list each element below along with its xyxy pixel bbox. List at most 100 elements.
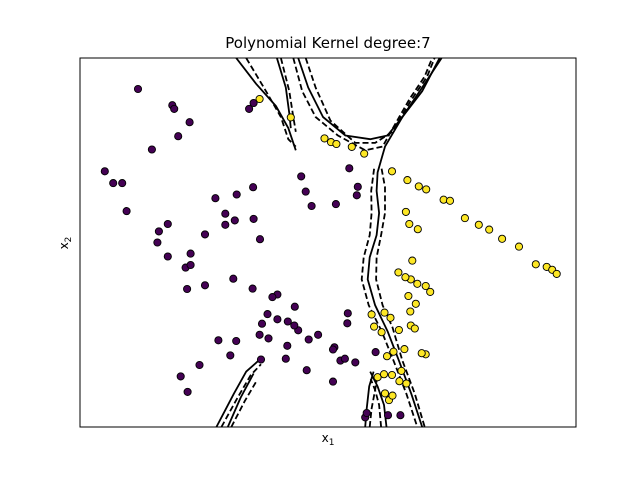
class-0-point xyxy=(255,330,264,339)
class-0-point xyxy=(343,319,352,328)
class-1-point xyxy=(426,287,435,296)
class-0-point xyxy=(170,104,179,113)
margin-line xyxy=(230,380,258,427)
class-0-point xyxy=(186,249,195,258)
class-0-point xyxy=(221,209,230,218)
class-0-point xyxy=(352,191,361,200)
class-1-point xyxy=(389,347,398,356)
class-0-point xyxy=(229,274,238,283)
margin-line xyxy=(292,58,434,152)
class-1-point xyxy=(377,328,386,337)
class-0-point xyxy=(297,172,306,181)
class-1-point xyxy=(373,373,382,382)
class-1-point xyxy=(404,291,413,301)
class-0-point xyxy=(200,230,210,239)
class-0-point xyxy=(283,341,292,350)
class-0-point xyxy=(307,201,316,211)
class-0-point xyxy=(163,252,172,261)
decision-boundary-line xyxy=(235,58,297,151)
chart-title: Polynomial Kernel degree:7 xyxy=(225,34,430,52)
class-0-point xyxy=(200,281,210,290)
class-0-point xyxy=(249,214,258,223)
class-1-point xyxy=(403,176,412,185)
margin-line xyxy=(304,58,436,144)
class-1-point xyxy=(460,214,469,223)
class-0-point xyxy=(268,293,277,302)
class-0-point xyxy=(273,315,282,324)
class-0-point xyxy=(283,317,292,326)
x-axis-label-main: x xyxy=(322,431,329,445)
class-0-point xyxy=(195,360,204,370)
class-1-point xyxy=(370,322,379,331)
class-1-point xyxy=(379,370,389,379)
x-axis-label: x1 xyxy=(322,431,335,448)
class-1-point xyxy=(380,389,390,398)
class-1-point xyxy=(498,234,507,243)
class-1-point xyxy=(401,273,410,282)
class-0-point xyxy=(340,354,349,363)
class-1-point xyxy=(485,225,494,234)
class-1-point xyxy=(380,308,389,317)
class-1-point xyxy=(394,268,403,277)
class-0-point xyxy=(290,321,299,330)
class-1-point xyxy=(400,345,409,354)
class-1-point xyxy=(347,142,356,151)
class-0-point xyxy=(396,411,405,420)
class-1-point xyxy=(422,185,431,194)
class-0-point xyxy=(351,358,360,367)
margin-line xyxy=(220,363,262,427)
class-1-point xyxy=(286,113,295,122)
class-0-point xyxy=(328,345,338,354)
class-0-point xyxy=(100,167,109,176)
class-0-point xyxy=(185,118,194,127)
class-0-point xyxy=(302,366,311,375)
class-1-point xyxy=(413,225,422,234)
class-0-point xyxy=(304,335,313,344)
class-0-point xyxy=(221,220,230,229)
y-axis-label-main: x xyxy=(57,242,71,249)
class-1-point xyxy=(386,313,395,322)
class-1-point xyxy=(408,256,417,265)
class-0-point xyxy=(214,336,223,345)
class-0-point xyxy=(211,194,220,203)
class-1-point xyxy=(417,349,426,358)
class-0-point xyxy=(232,190,241,199)
class-0-point xyxy=(248,284,257,293)
class-0-point xyxy=(281,354,290,363)
class-0-point xyxy=(186,260,195,270)
class-1-point xyxy=(367,310,376,319)
class-0-point xyxy=(257,319,267,328)
class-0-point xyxy=(109,179,118,188)
class-1-point xyxy=(360,149,369,158)
class-0-point xyxy=(383,411,393,420)
class-0-point xyxy=(290,302,299,311)
class-0-point xyxy=(314,330,323,339)
class-0-point xyxy=(331,200,340,209)
class-0-point xyxy=(226,351,235,360)
margin-line xyxy=(369,378,382,427)
y-axis-label: x2 xyxy=(57,237,74,250)
class-1-point xyxy=(387,167,397,176)
y-axis-label-sub: 2 xyxy=(64,237,74,243)
class-0-point xyxy=(256,355,266,364)
class-1-point xyxy=(332,139,341,149)
x-axis-label-sub: 1 xyxy=(329,438,335,448)
class-0-point xyxy=(245,104,254,113)
class-0-point xyxy=(232,336,241,346)
decision-boundary-line xyxy=(297,58,441,141)
class-0-point xyxy=(264,334,273,343)
class-1-point xyxy=(387,370,397,380)
class-0-point xyxy=(133,84,143,94)
class-0-point xyxy=(345,164,354,173)
class-1-point xyxy=(397,366,406,375)
class-0-point xyxy=(328,377,338,386)
margin-line xyxy=(368,375,379,427)
axes-frame xyxy=(79,57,577,428)
decision-boundary-line xyxy=(226,373,255,427)
class-0-point xyxy=(183,387,192,396)
class-1-point xyxy=(394,325,403,335)
class-0-point xyxy=(255,235,265,244)
class-1-point xyxy=(531,260,540,269)
class-0-point xyxy=(118,179,127,188)
